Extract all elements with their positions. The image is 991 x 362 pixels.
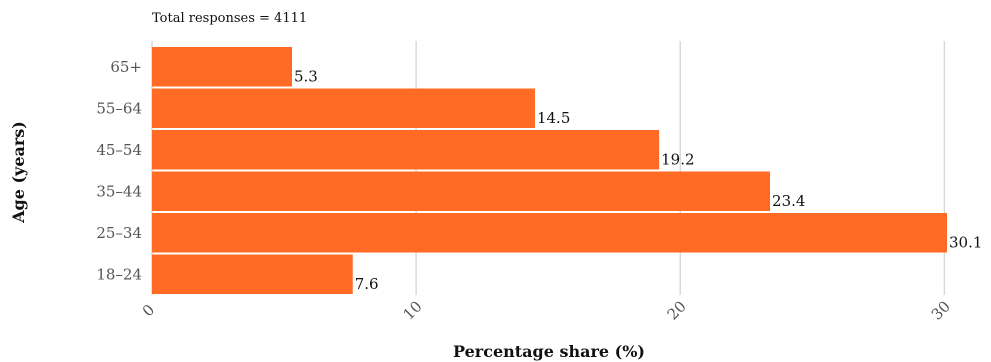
bar-35-44 [152,171,771,211]
data-labels: 7.6 30.1 23.4 19.2 14.5 5.3 [294,68,982,294]
data-label-25-34: 30.1 [949,234,982,252]
bar-55-64 [152,88,535,128]
data-label-65: 5.3 [294,68,318,86]
y-tick-label-45-54: 45–54 [96,141,142,159]
x-tick-label-30: 30 [928,297,954,323]
y-tick-label-18-24: 18–24 [96,265,142,283]
x-tick-labels: 0 10 20 30 [139,297,954,323]
data-label-35-44: 23.4 [772,192,805,210]
y-tick-label-25-34: 25–34 [96,224,142,242]
y-tick-labels: 18–24 25–34 35–44 45–54 55–64 65+ [96,58,142,284]
y-tick-label-55-64: 55–64 [96,99,142,117]
y-axis-title: Age (years) [9,121,28,224]
x-tick-label-0: 0 [139,301,158,320]
x-axis-title: Percentage share (%) [453,342,645,361]
total-responses-note: Total responses = 4111 [152,11,307,26]
x-tick-label-10: 10 [399,297,425,323]
bar-65 [152,47,292,87]
y-tick-label-35-44: 35–44 [96,182,142,200]
data-label-55-64: 14.5 [537,109,570,127]
data-label-45-54: 19.2 [661,151,694,169]
y-tick-label-65: 65+ [110,58,142,76]
bar-45-54 [152,130,660,170]
data-label-18-24: 7.6 [355,275,379,293]
bar-25-34 [152,213,947,253]
bars [152,47,947,294]
bar-18-24 [152,254,353,294]
x-tick-label-20: 20 [664,297,690,323]
